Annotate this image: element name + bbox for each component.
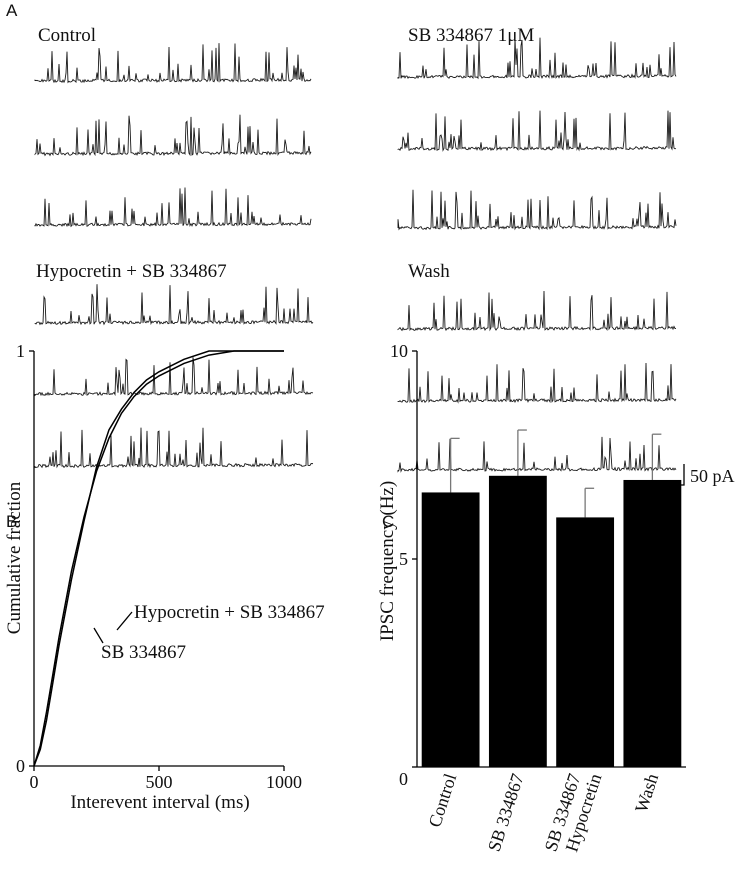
- panel-c: C IPSC frequency (Hz) 0 5 10 Control SB 334…: [377, 341, 686, 854]
- c-bar: [556, 517, 615, 767]
- b-y-tick-label: 0: [16, 756, 25, 776]
- label-wash: Wash: [408, 261, 450, 282]
- current-trace: [34, 43, 312, 84]
- panel-c-letter: C: [382, 512, 394, 531]
- c-bars: [421, 429, 682, 767]
- b-legend-sb334867: SB 334867: [101, 642, 186, 663]
- c-category-label: Control: [424, 771, 460, 830]
- b-series-line-0: [33, 350, 284, 767]
- b-legend-line-sb334867: [93, 627, 104, 644]
- b-series-line-1: [33, 350, 284, 767]
- b-y-axis-title: Cumulative fraction: [4, 481, 25, 634]
- c-bar: [488, 475, 547, 767]
- current-trace: [397, 362, 677, 404]
- current-trace: [34, 114, 312, 157]
- current-trace: [397, 290, 677, 332]
- b-legend-hypocretin-sb334867: Hypocretin + SB 334867: [134, 602, 325, 623]
- current-trace: [34, 187, 312, 228]
- current-trace: [34, 284, 314, 326]
- scale-bar-current-label: 50 pA: [690, 466, 735, 486]
- label-sb334867-1um: SB 334867 1μM: [408, 25, 534, 46]
- current-trace: [34, 427, 314, 469]
- current-traces: [34, 37, 677, 473]
- current-trace: [397, 189, 677, 231]
- label-control: Control: [38, 25, 96, 46]
- c-y-tick-label: 0: [399, 769, 408, 789]
- current-trace: [397, 37, 677, 80]
- current-trace: [397, 110, 677, 152]
- c-bar: [421, 492, 480, 767]
- b-x-tick-label: 1000: [266, 772, 302, 792]
- b-legend-line-hypocretin: [116, 611, 133, 631]
- b-x-tick-label: 0: [30, 772, 39, 792]
- c-bar: [623, 479, 682, 767]
- b-axes: 0 500 1000 0 1: [16, 341, 302, 792]
- b-x-tick-label: 500: [146, 772, 173, 792]
- panel-b: B Cumulative fraction Interevent interva…: [4, 341, 325, 813]
- label-hypocretin-sb334867: Hypocretin + SB 334867: [36, 261, 227, 282]
- c-y-tick-label: 10: [390, 341, 408, 361]
- b-legend: Hypocretin + SB 334867 SB 334867: [93, 602, 325, 663]
- c-y-axis-title: IPSC frequency (Hz): [377, 481, 398, 641]
- b-x-axis-title: Interevent interval (ms): [70, 792, 249, 813]
- panel-b-letter: B: [6, 512, 17, 531]
- panel-a-letter: A: [6, 1, 18, 20]
- c-y-tick-label: 5: [399, 549, 408, 569]
- current-trace: [34, 357, 314, 397]
- c-category-label: SB 334867: [484, 771, 528, 854]
- b-y-tick-label: 1: [16, 341, 25, 361]
- c-category-label: Wash: [631, 771, 662, 815]
- b-series: [33, 350, 284, 767]
- current-trace: [397, 436, 677, 473]
- panel-a: A Control SB 334867 1μM Hypocretin + SB …: [6, 1, 735, 511]
